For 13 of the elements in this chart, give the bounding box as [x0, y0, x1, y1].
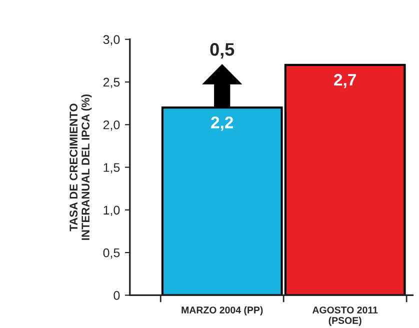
y-tick-label: 0,5: [103, 248, 120, 259]
data-label: 2,2: [211, 116, 234, 131]
y-tick-label: 1,0: [104, 206, 120, 216]
y-axis-title: TASA DE CRECIMIENTO INTERANUAL DEL IPCA (%): [70, 94, 92, 240]
annotation: 0,5: [210, 43, 234, 58]
y-tick-label: 0: [114, 291, 120, 300]
y-tick-label: 2,0: [103, 120, 120, 131]
y-tick-label: 1,5: [104, 163, 120, 174]
data-label: 2,7: [334, 74, 356, 88]
x-tick-label: MARZO 2004 (PP): [182, 306, 263, 316]
y-tick-label: 2,5: [103, 78, 120, 88]
x-tick-label: AGOSTO 2011 (PSOE): [312, 306, 378, 326]
y-tick-label: 3,0: [103, 35, 120, 46]
